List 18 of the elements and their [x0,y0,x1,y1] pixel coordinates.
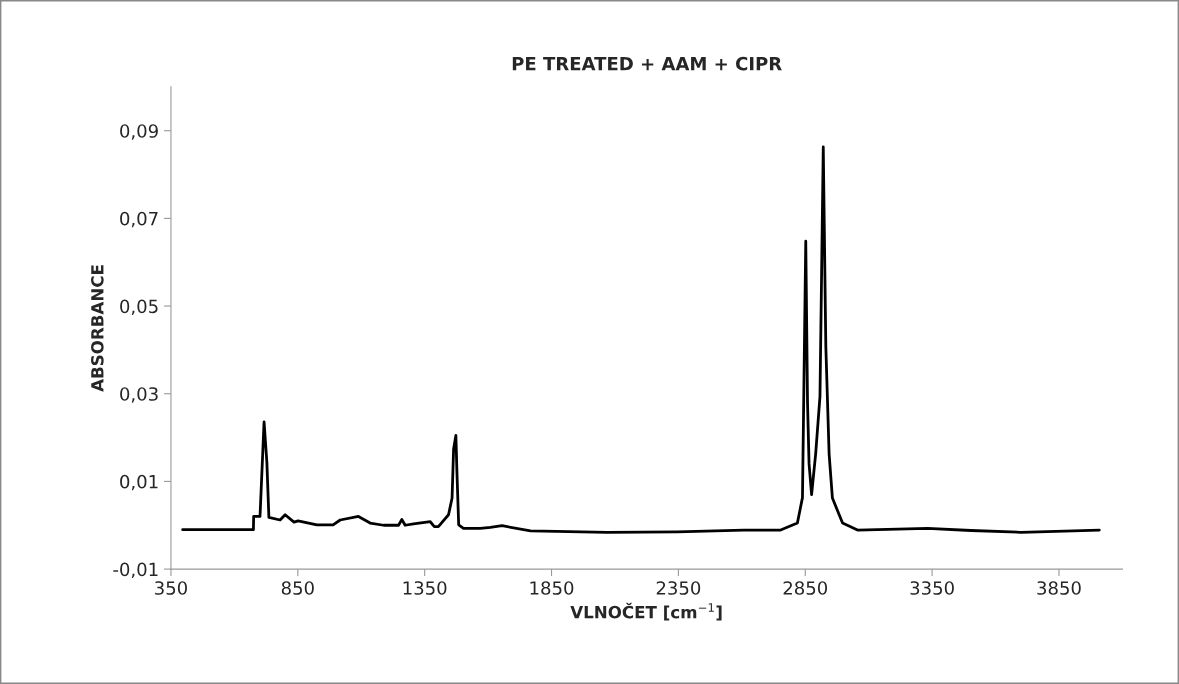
y-tick-label: 0,01 [120,474,158,491]
y-axis-title: ABSORBANCE [91,265,104,392]
line-series [181,145,1101,534]
x-tick-label: 2350 [656,581,701,595]
x-tick-label: 1350 [403,581,447,595]
x-axis-title: VLNOČET [cm$^{−1}$] [570,602,722,621]
x-tick-label: 350 [155,581,187,595]
x-tick-label: 850 [281,581,314,595]
y-tick-label: -0,01 [113,562,158,579]
y-tick-label: 0,05 [120,299,158,316]
y-tick-label: 0,07 [120,211,158,228]
x-tick-label: 3850 [1037,581,1081,595]
y-tick-label: 0,09 [120,124,158,140]
x-tick-label: 2850 [783,581,828,595]
y-tick-label: 0,03 [120,387,158,403]
x-tick-label: 3350 [910,581,954,595]
x-tick-label: 1850 [530,581,574,595]
chart-title: PE TREATED + AAM + CIPR [512,56,782,71]
